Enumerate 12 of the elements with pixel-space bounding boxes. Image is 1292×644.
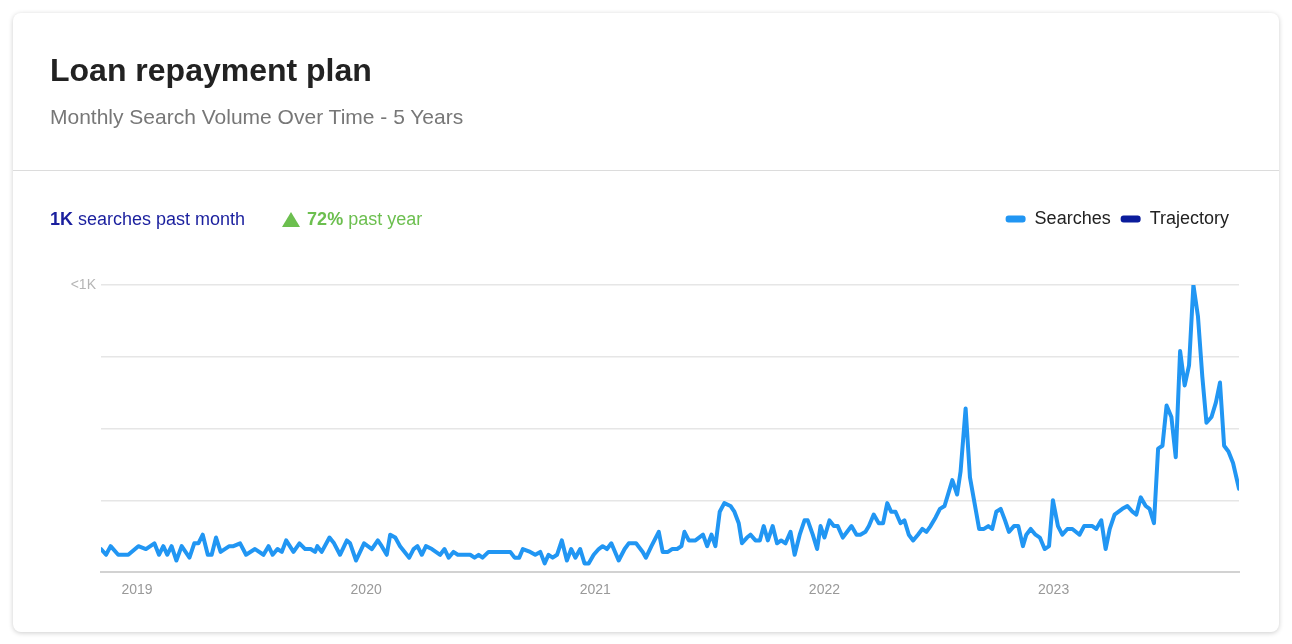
x-tick-label: 2021 [579, 581, 612, 598]
x-tick-label: 2023 [1038, 581, 1070, 598]
legend-label: Searches [1034, 207, 1111, 228]
legend-label: Trajectory [1149, 207, 1230, 228]
x-tick-label: 2019 [121, 581, 153, 598]
x-tick-label: 2020 [350, 581, 382, 598]
text: 72% past year [306, 208, 423, 230]
text: 1K searches past month [50, 208, 246, 230]
x-tick-label: 2022 [808, 581, 841, 598]
chart-subtitle: Monthly Search Volume Over Time - 5 Years [50, 105, 464, 130]
chart-title: Loan repayment plan [50, 52, 372, 89]
text: <1K [70, 275, 97, 292]
